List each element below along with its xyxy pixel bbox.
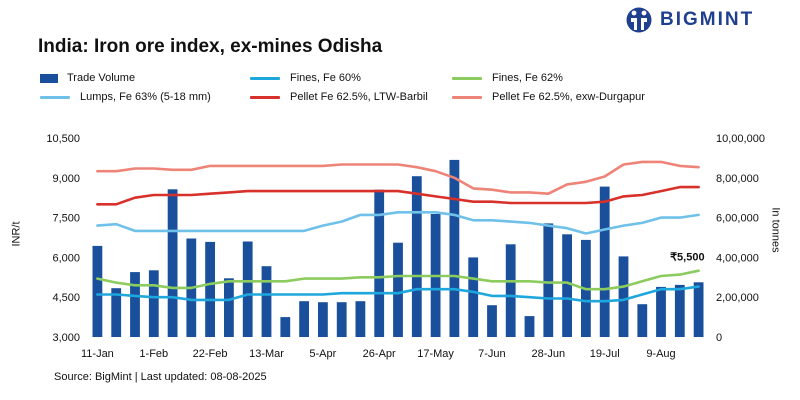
trade-volume-bar	[524, 316, 535, 337]
legend-label: Fines, Fe 62%	[492, 72, 563, 84]
trade-volume-bar	[693, 282, 704, 337]
y-right-tick-label: 10,00,000	[716, 133, 765, 145]
x-tick-label: 5-Apr	[309, 348, 336, 360]
trade-volume-bar	[318, 302, 328, 337]
annotation-group: ₹5,500	[670, 252, 705, 264]
trade-volume-bar	[543, 223, 554, 337]
y-right-tick-labels: 0 2,00,000 4,00,000 6,00,000 8,00,000 10,00,0…	[716, 133, 765, 344]
trade-volume-bar	[449, 159, 460, 337]
trade-volume-bar	[411, 176, 422, 337]
trade-volume-bar	[355, 301, 366, 337]
y-left-tick-label: 10,500	[46, 133, 80, 145]
y-left-tick-label: 3,000	[52, 332, 80, 344]
trade-volume-bar	[374, 189, 385, 337]
trade-volume-bar	[261, 266, 272, 337]
legend-label: Pellet Fe 62.5%, exw-Durgapur	[492, 91, 645, 103]
trade-volume-bar	[299, 301, 309, 337]
legend-label: Pellet Fe 62.5%, LTW-Barbil	[290, 91, 428, 103]
y-left-tick-label: 9,000	[52, 173, 80, 185]
x-tick-label: 1-Feb	[139, 348, 168, 360]
x-tick-label: 13-Mar	[249, 348, 284, 360]
x-tick-label: 19-Jul	[590, 348, 620, 360]
x-tick-label: 17-May	[417, 348, 454, 360]
legend-swatch	[40, 73, 58, 83]
legend-item-fines-62: Fines, Fe 62%	[452, 72, 563, 84]
legend-label: Lumps, Fe 63% (5-18 mm)	[80, 91, 211, 103]
lumps-63-line	[96, 211, 700, 235]
pellet-barbil-line	[96, 185, 700, 206]
trade-volume-bar	[618, 256, 629, 337]
fines-62-annotation: ₹5,500	[670, 252, 705, 264]
trade-volume-bar	[92, 245, 103, 337]
trade-volume-bar	[280, 317, 291, 337]
trade-volume-bar	[167, 189, 178, 337]
legend-swatch	[452, 76, 482, 80]
bigmint-logo: BIGMINT	[626, 6, 754, 34]
y-right-tick-label: 2,00,000	[716, 292, 759, 304]
fines-62-line	[96, 269, 700, 291]
legend-label: Fines, Fe 60%	[290, 72, 361, 84]
trade-volume-bar	[637, 304, 648, 337]
trade-volume-bar	[562, 234, 572, 337]
legend-swatch	[250, 95, 280, 99]
y-right-tick-label: 8,00,000	[716, 173, 759, 185]
price-lines	[96, 160, 700, 303]
chart-title: India: Iron ore index, ex-mines Odisha	[38, 36, 383, 57]
y-left-tick-label: 4,500	[52, 292, 80, 304]
y-left-tick-labels: 3,000 4,500 6,000 7,500 9,000 10,500	[46, 133, 80, 344]
x-tick-label: 26-Apr	[363, 348, 396, 360]
legend-item-fines-60: Fines, Fe 60%	[250, 72, 361, 84]
trade-volume-bar	[393, 242, 403, 337]
trade-volume-bar	[674, 284, 685, 337]
x-tick-label: 7-Jun	[478, 348, 506, 360]
legend-label: Trade Volume	[67, 72, 136, 84]
x-tick-label: 11-Jan	[81, 348, 114, 360]
legend-swatch	[452, 95, 482, 99]
y-right-tick-label: 6,00,000	[716, 213, 759, 225]
x-tick-label: 9-Aug	[646, 348, 675, 360]
legend-item-pellet-barbil: Pellet Fe 62.5%, LTW-Barbil	[250, 91, 428, 103]
x-tick-labels: 11-Jan 1-Feb 22-Feb 13-Mar 5-Apr 26-Apr 17-May…	[81, 348, 676, 360]
trade-volume-bars	[92, 159, 704, 337]
trade-volume-bar	[505, 244, 516, 337]
trade-volume-bar	[148, 270, 159, 337]
y-left-tick-label: 6,000	[52, 252, 80, 264]
legend-swatch	[250, 76, 280, 80]
source-note: Source: BigMint | Last updated: 08-08-20…	[54, 371, 267, 383]
trade-volume-bar	[487, 305, 497, 337]
x-tick-label: 28-Jun	[531, 348, 565, 360]
bigmint-logo-text: BIGMINT	[660, 9, 755, 30]
pellet-durgapur-line	[96, 160, 700, 195]
x-tick-label: 22-Feb	[193, 348, 228, 360]
chart-legend: Trade Volume Fines, Fe 60% Fines, Fe 62%…	[40, 70, 780, 108]
legend-item-lumps-63: Lumps, Fe 63% (5-18 mm)	[40, 91, 211, 103]
legend-swatch	[40, 95, 70, 99]
trade-volume-bar	[242, 241, 253, 337]
legend-item-pellet-durgapur: Pellet Fe 62.5%, exw-Durgapur	[452, 91, 645, 103]
trade-volume-bar	[468, 257, 479, 337]
y-right-tick-label: 0	[716, 332, 722, 344]
trade-volume-bar	[336, 302, 347, 337]
trade-volume-bar	[111, 288, 122, 337]
fines-60-line	[96, 285, 700, 303]
bigmint-logo-icon	[626, 7, 652, 33]
trade-volume-bar	[130, 272, 140, 337]
trade-volume-bar	[224, 278, 234, 337]
y-right-tick-label: 4,00,000	[716, 252, 759, 264]
trade-volume-bar	[205, 241, 215, 337]
legend-item-trade-volume: Trade Volume	[40, 72, 135, 84]
trade-volume-bar	[599, 186, 610, 337]
y-left-tick-label: 7,500	[52, 213, 80, 225]
trade-volume-bar	[656, 286, 666, 337]
